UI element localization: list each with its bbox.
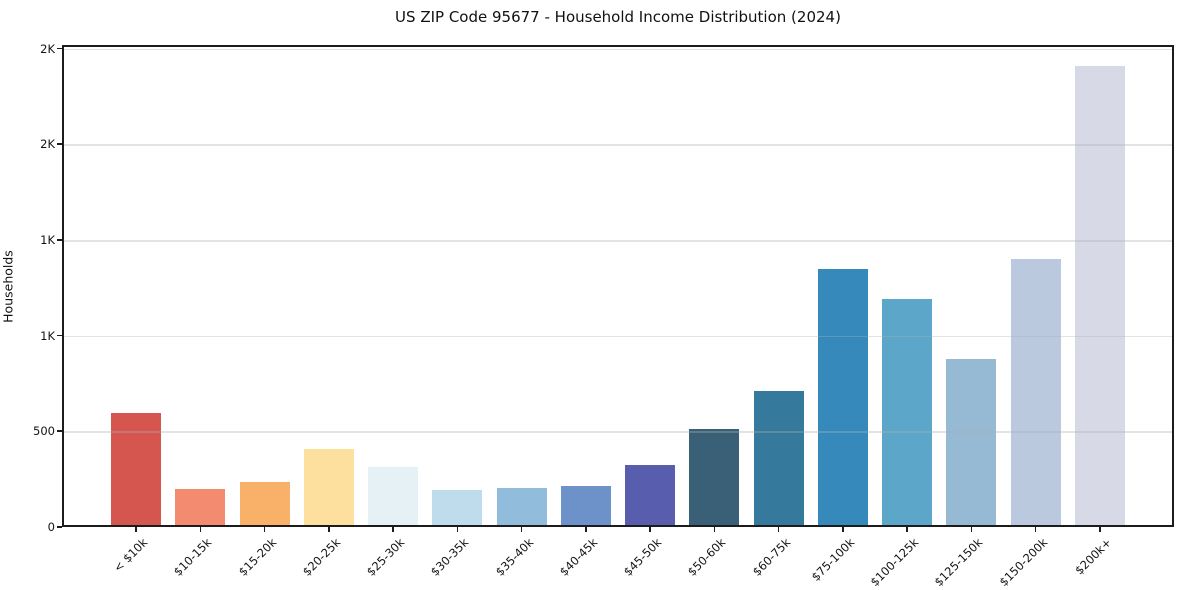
y-tick-mark: [57, 526, 62, 528]
y-tick-mark: [57, 334, 62, 337]
y-tick-label: 500: [33, 424, 55, 439]
bar-$25-30k: [368, 466, 419, 525]
bar-$10-15k: [175, 488, 226, 525]
x-tick-mark: [585, 527, 587, 532]
x-tick-label: $15-20k: [235, 535, 279, 579]
x-tick-mark: [520, 527, 523, 532]
x-tick-label: $20-25k: [299, 535, 344, 579]
bar-$20-25k: [303, 449, 354, 525]
x-tick-label: $45-50k: [620, 535, 665, 579]
bar-$30-35k: [432, 489, 483, 525]
gridline-y-2500: [64, 48, 1172, 51]
gridline-y-500: [64, 431, 1172, 433]
gridline-y-1500: [64, 240, 1172, 242]
x-tick-mark: [263, 527, 266, 532]
x-tick-label: $60-75k: [749, 535, 793, 579]
x-tick-mark: [1099, 527, 1101, 532]
bar-$50-60k: [689, 429, 740, 525]
x-tick-label: $40-45k: [556, 535, 601, 579]
y-tick-label: 1K: [40, 233, 55, 248]
y-axis-label: Households: [0, 250, 16, 323]
y-tick-mark: [57, 239, 62, 241]
y-tick-mark: [57, 47, 62, 50]
bar-$40-45k: [560, 485, 611, 525]
x-tick-mark: [328, 527, 330, 532]
x-tick-label: $100-125k: [867, 535, 922, 590]
plot-area: [62, 45, 1174, 527]
y-tick-label: 2K: [40, 137, 55, 152]
x-tick-label: $10-15k: [171, 535, 215, 579]
x-tick-label: $25-30k: [363, 535, 408, 579]
x-tick-label: $50-60k: [685, 535, 729, 579]
x-tick-mark: [392, 527, 394, 532]
x-tick-mark: [906, 527, 908, 532]
bar-$35-40k: [496, 487, 547, 525]
x-tick-label: $30-35k: [428, 535, 472, 579]
bar-$150-200k: [1010, 259, 1061, 525]
y-tick-mark: [57, 430, 62, 432]
bar-$45-50k: [625, 464, 676, 525]
bar-$15-20k: [239, 481, 290, 525]
y-tick-label: 2K: [40, 41, 55, 56]
x-tick-mark: [842, 527, 844, 532]
gridline-y-2000: [64, 144, 1172, 146]
x-tick-label: $200k+: [1071, 535, 1115, 578]
x-tick-label: $125-150k: [931, 535, 986, 590]
y-tick-label: 1K: [40, 328, 55, 343]
x-tick-mark: [199, 527, 202, 532]
x-tick-label: $35-40k: [492, 535, 536, 579]
bar-$60-75k: [753, 391, 804, 525]
bar-$200k+: [1074, 65, 1125, 525]
bar-$100-125k: [882, 299, 933, 525]
x-tick-mark: [777, 527, 780, 532]
x-tick-label: $150-200k: [996, 535, 1050, 590]
x-tick-mark: [970, 527, 973, 532]
y-tick-label: 0: [47, 520, 55, 534]
x-tick-mark: [713, 527, 716, 532]
x-tick-mark: [649, 527, 651, 532]
gridline-y-1000: [64, 335, 1172, 338]
bar-$125-150k: [946, 358, 997, 525]
x-tick-mark: [456, 527, 459, 532]
x-tick-mark: [135, 527, 137, 532]
x-tick-label: < $10k: [110, 535, 151, 575]
chart-title: US ZIP Code 95677 - Household Income Dis…: [395, 8, 841, 26]
bar-< $10k: [111, 413, 162, 525]
y-tick-mark: [57, 143, 62, 145]
x-tick-label: $75-100k: [808, 535, 858, 584]
bar-$75-100k: [817, 268, 868, 525]
x-tick-mark: [1034, 527, 1037, 532]
